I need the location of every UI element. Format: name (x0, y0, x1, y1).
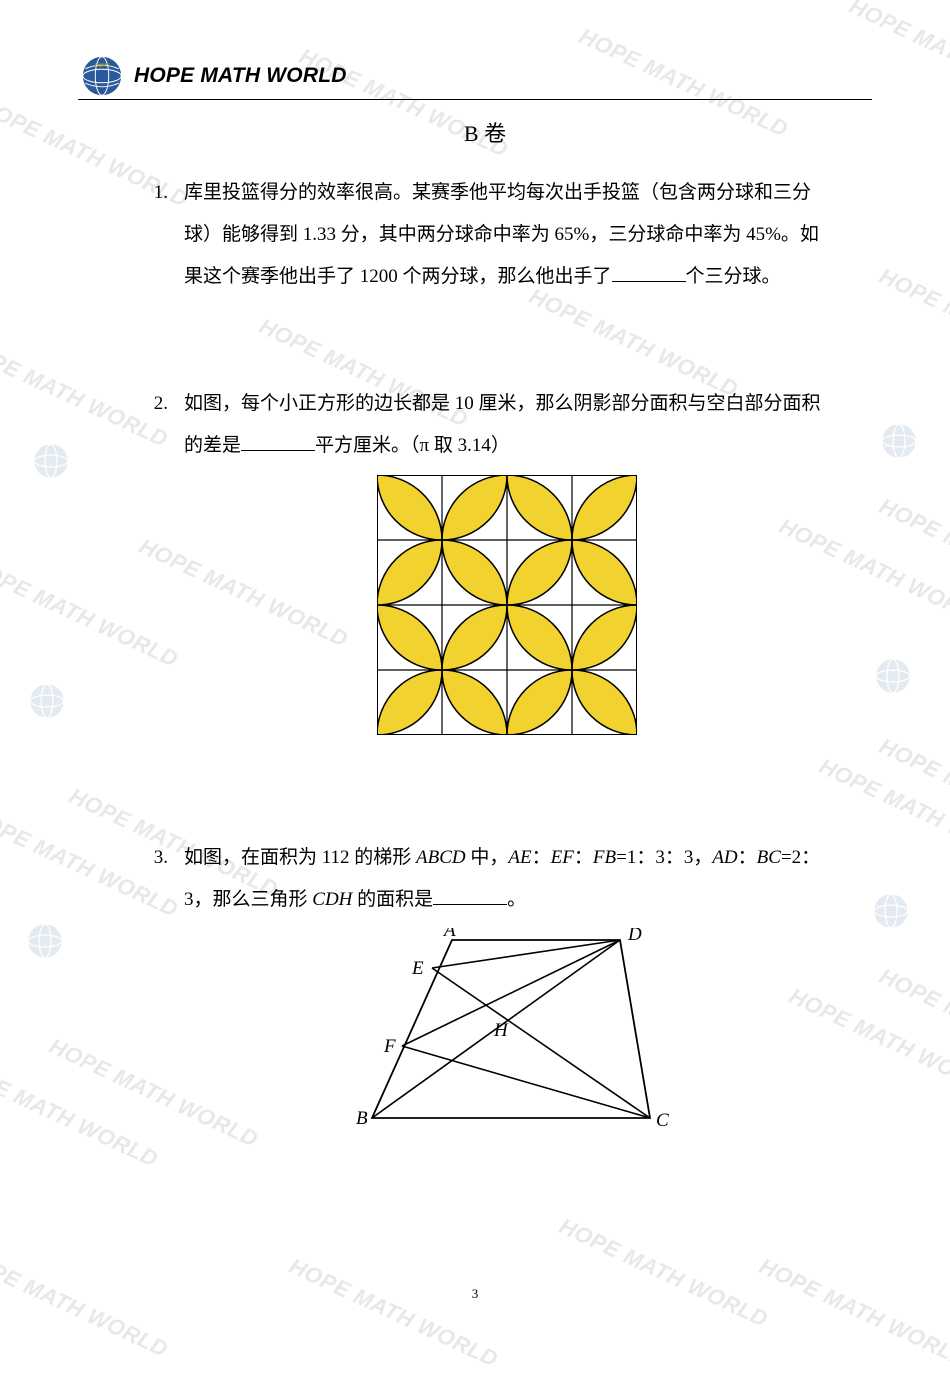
problem-number: 3. (140, 837, 168, 1168)
watermark-text: HOPE MATH WORLD (875, 733, 950, 853)
watermark-text: HOPE MATH WORLD (815, 753, 950, 873)
watermark-text: HOPE MATH WORLD (755, 1253, 950, 1373)
watermark-text: HOPE MATH WORLD (875, 263, 950, 383)
text-segment: 的面积是 (352, 889, 433, 910)
svg-text:A: A (442, 928, 456, 941)
text-segment: ： (574, 847, 593, 868)
watermark-text: HOPE MATH WORLD (875, 963, 950, 1083)
math-var: BC (757, 847, 781, 868)
watermark-text: HOPE MATH WORLD (875, 493, 950, 613)
problem-text: 库里投篮得分的效率很高。某赛季他平均每次出手投篮（包含两分球和三分球）能够得到 … (184, 172, 830, 297)
svg-text:D: D (627, 928, 642, 945)
text-segment: ： (532, 847, 551, 868)
content-area: B 卷 1. 库里投篮得分的效率很高。某赛季他平均每次出手投篮（包含两分球和三分… (140, 116, 830, 1194)
figure-2-diagram (377, 475, 637, 735)
paper-title: B 卷 (140, 116, 830, 148)
math-var: ABCD (416, 847, 466, 868)
answer-blank[interactable] (241, 450, 315, 451)
svg-text:E: E (411, 958, 424, 979)
math-var: EF (551, 847, 574, 868)
answer-blank[interactable] (433, 904, 507, 905)
problem-1: 1. 库里投篮得分的效率很高。某赛季他平均每次出手投篮（包含两分球和三分球）能够… (140, 172, 830, 297)
watermark-globe-icon (30, 440, 72, 482)
text-segment: 平方厘米。（π 取 3.14） (315, 435, 510, 456)
page-header: HOPE HOPE MATH WORLD (78, 52, 872, 100)
math-var: FB (593, 847, 616, 868)
globe-logo-icon: HOPE (78, 52, 126, 100)
answer-blank[interactable] (612, 281, 686, 282)
text-segment: ： (738, 847, 757, 868)
svg-text:C: C (656, 1110, 669, 1131)
problem-number: 2. (140, 383, 168, 760)
svg-text:HOPE: HOPE (95, 62, 109, 68)
watermark-globe-icon (24, 920, 66, 962)
text-segment: 。 (507, 889, 526, 910)
watermark-globe-icon (26, 680, 68, 722)
watermark-globe-icon (872, 655, 914, 697)
watermark-text: HOPE MATH WORLD (555, 1213, 772, 1333)
figure-3-diagram: A D E F H B C (342, 928, 672, 1142)
problem-number: 1. (140, 172, 168, 297)
brand-text: HOPE MATH WORLD (134, 64, 347, 88)
math-var: AD (712, 847, 737, 868)
page-number: 3 (0, 1286, 950, 1302)
problem-text: 如图，每个小正方形的边长都是 10 厘米，那么阴影部分面积与空白部分面积的差是平… (184, 383, 830, 760)
svg-text:F: F (383, 1036, 396, 1057)
math-var: CDH (312, 889, 352, 910)
text-segment: 中， (466, 847, 509, 868)
problem-3: 3. 如图，在面积为 112 的梯形 ABCD 中，AE：EF：FB=1：3：3… (140, 837, 830, 1168)
watermark-text: HOPE MATH WORLD (0, 1053, 162, 1173)
watermark-text: HOPE MATH WORLD (0, 1243, 172, 1363)
problem-text: 如图，在面积为 112 的梯形 ABCD 中，AE：EF：FB=1：3：3，AD… (184, 837, 830, 1168)
svg-text:H: H (493, 1020, 509, 1041)
text-segment: 个三分球。 (686, 266, 781, 287)
watermark-text: HOPE MATH WORLD (285, 1253, 502, 1373)
problem-2: 2. 如图，每个小正方形的边长都是 10 厘米，那么阴影部分面积与空白部分面积的… (140, 383, 830, 760)
text-segment: =1：3：3， (616, 847, 712, 868)
watermark-globe-icon (870, 890, 912, 932)
math-var: AE (508, 847, 531, 868)
svg-text:B: B (356, 1108, 368, 1129)
text-segment: 如图，在面积为 112 的梯形 (184, 847, 416, 868)
watermark-globe-icon (878, 420, 920, 462)
